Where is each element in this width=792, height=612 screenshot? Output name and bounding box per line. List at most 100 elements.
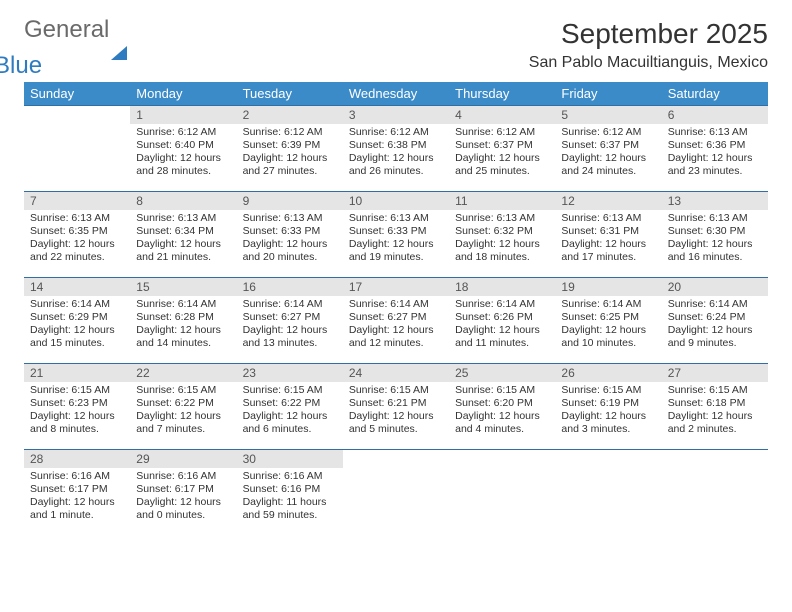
sunset-text: Sunset: 6:17 PM xyxy=(136,483,230,496)
calendar-cell xyxy=(449,450,555,536)
sunset-text: Sunset: 6:21 PM xyxy=(349,397,443,410)
sunset-text: Sunset: 6:31 PM xyxy=(561,225,655,238)
daylight-text: Daylight: 11 hours and 59 minutes. xyxy=(243,496,337,522)
calendar-cell: 1Sunrise: 6:12 AMSunset: 6:40 PMDaylight… xyxy=(130,106,236,192)
sunset-text: Sunset: 6:20 PM xyxy=(455,397,549,410)
daylight-text: Daylight: 12 hours and 1 minute. xyxy=(30,496,124,522)
day-details: Sunrise: 6:14 AMSunset: 6:26 PMDaylight:… xyxy=(449,296,555,355)
day-details: Sunrise: 6:13 AMSunset: 6:30 PMDaylight:… xyxy=(662,210,768,269)
calendar-cell: 15Sunrise: 6:14 AMSunset: 6:28 PMDayligh… xyxy=(130,278,236,364)
calendar-cell xyxy=(343,450,449,536)
calendar-cell: 30Sunrise: 6:16 AMSunset: 6:16 PMDayligh… xyxy=(237,450,343,536)
sunrise-text: Sunrise: 6:13 AM xyxy=(349,212,443,225)
sunrise-text: Sunrise: 6:14 AM xyxy=(455,298,549,311)
calendar-cell: 6Sunrise: 6:13 AMSunset: 6:36 PMDaylight… xyxy=(662,106,768,192)
sunset-text: Sunset: 6:25 PM xyxy=(561,311,655,324)
calendar-cell xyxy=(24,106,130,192)
calendar-cell: 27Sunrise: 6:15 AMSunset: 6:18 PMDayligh… xyxy=(662,364,768,450)
day-details: Sunrise: 6:14 AMSunset: 6:28 PMDaylight:… xyxy=(130,296,236,355)
day-details: Sunrise: 6:14 AMSunset: 6:24 PMDaylight:… xyxy=(662,296,768,355)
day-number: 8 xyxy=(130,192,236,210)
weekday-header: Saturday xyxy=(662,82,768,106)
day-number: 7 xyxy=(24,192,130,210)
day-number: 15 xyxy=(130,278,236,296)
day-details: Sunrise: 6:16 AMSunset: 6:17 PMDaylight:… xyxy=(24,468,130,527)
daylight-text: Daylight: 12 hours and 15 minutes. xyxy=(30,324,124,350)
calendar-cell: 18Sunrise: 6:14 AMSunset: 6:26 PMDayligh… xyxy=(449,278,555,364)
calendar-cell: 10Sunrise: 6:13 AMSunset: 6:33 PMDayligh… xyxy=(343,192,449,278)
calendar-cell: 2Sunrise: 6:12 AMSunset: 6:39 PMDaylight… xyxy=(237,106,343,192)
daylight-text: Daylight: 12 hours and 21 minutes. xyxy=(136,238,230,264)
day-details: Sunrise: 6:12 AMSunset: 6:39 PMDaylight:… xyxy=(237,124,343,183)
sunset-text: Sunset: 6:28 PM xyxy=(136,311,230,324)
daylight-text: Daylight: 12 hours and 12 minutes. xyxy=(349,324,443,350)
calendar-cell: 3Sunrise: 6:12 AMSunset: 6:38 PMDaylight… xyxy=(343,106,449,192)
day-number: 9 xyxy=(237,192,343,210)
day-number: 17 xyxy=(343,278,449,296)
sunset-text: Sunset: 6:39 PM xyxy=(243,139,337,152)
sunset-text: Sunset: 6:37 PM xyxy=(455,139,549,152)
daylight-text: Daylight: 12 hours and 16 minutes. xyxy=(668,238,762,264)
sunset-text: Sunset: 6:22 PM xyxy=(136,397,230,410)
sunset-text: Sunset: 6:33 PM xyxy=(243,225,337,238)
sunrise-text: Sunrise: 6:14 AM xyxy=(668,298,762,311)
day-details: Sunrise: 6:14 AMSunset: 6:25 PMDaylight:… xyxy=(555,296,661,355)
sunrise-text: Sunrise: 6:14 AM xyxy=(561,298,655,311)
calendar-cell: 22Sunrise: 6:15 AMSunset: 6:22 PMDayligh… xyxy=(130,364,236,450)
daylight-text: Daylight: 12 hours and 6 minutes. xyxy=(243,410,337,436)
day-details: Sunrise: 6:12 AMSunset: 6:38 PMDaylight:… xyxy=(343,124,449,183)
sunrise-text: Sunrise: 6:15 AM xyxy=(243,384,337,397)
daylight-text: Daylight: 12 hours and 24 minutes. xyxy=(561,152,655,178)
sunset-text: Sunset: 6:32 PM xyxy=(455,225,549,238)
sunrise-text: Sunrise: 6:15 AM xyxy=(668,384,762,397)
sunset-text: Sunset: 6:38 PM xyxy=(349,139,443,152)
daylight-text: Daylight: 12 hours and 2 minutes. xyxy=(668,410,762,436)
day-details: Sunrise: 6:13 AMSunset: 6:33 PMDaylight:… xyxy=(237,210,343,269)
calendar-cell: 5Sunrise: 6:12 AMSunset: 6:37 PMDaylight… xyxy=(555,106,661,192)
day-number: 20 xyxy=(662,278,768,296)
day-number: 4 xyxy=(449,106,555,124)
day-number: 19 xyxy=(555,278,661,296)
daylight-text: Daylight: 12 hours and 8 minutes. xyxy=(30,410,124,436)
calendar-cell: 4Sunrise: 6:12 AMSunset: 6:37 PMDaylight… xyxy=(449,106,555,192)
day-number: 3 xyxy=(343,106,449,124)
sunset-text: Sunset: 6:40 PM xyxy=(136,139,230,152)
calendar-cell: 17Sunrise: 6:14 AMSunset: 6:27 PMDayligh… xyxy=(343,278,449,364)
day-details: Sunrise: 6:13 AMSunset: 6:31 PMDaylight:… xyxy=(555,210,661,269)
sunrise-text: Sunrise: 6:15 AM xyxy=(349,384,443,397)
day-number: 6 xyxy=(662,106,768,124)
calendar-cell: 7Sunrise: 6:13 AMSunset: 6:35 PMDaylight… xyxy=(24,192,130,278)
day-number: 28 xyxy=(24,450,130,468)
calendar-cell: 24Sunrise: 6:15 AMSunset: 6:21 PMDayligh… xyxy=(343,364,449,450)
calendar-cell: 28Sunrise: 6:16 AMSunset: 6:17 PMDayligh… xyxy=(24,450,130,536)
day-number: 23 xyxy=(237,364,343,382)
sunrise-text: Sunrise: 6:15 AM xyxy=(561,384,655,397)
day-details: Sunrise: 6:13 AMSunset: 6:35 PMDaylight:… xyxy=(24,210,130,269)
daylight-text: Daylight: 12 hours and 7 minutes. xyxy=(136,410,230,436)
sunrise-text: Sunrise: 6:13 AM xyxy=(30,212,124,225)
day-number: 10 xyxy=(343,192,449,210)
calendar-cell xyxy=(662,450,768,536)
daylight-text: Daylight: 12 hours and 19 minutes. xyxy=(349,238,443,264)
daylight-text: Daylight: 12 hours and 23 minutes. xyxy=(668,152,762,178)
weekday-header: Sunday xyxy=(24,82,130,106)
calendar-cell: 13Sunrise: 6:13 AMSunset: 6:30 PMDayligh… xyxy=(662,192,768,278)
day-details: Sunrise: 6:15 AMSunset: 6:23 PMDaylight:… xyxy=(24,382,130,441)
sunset-text: Sunset: 6:27 PM xyxy=(243,311,337,324)
daylight-text: Daylight: 12 hours and 3 minutes. xyxy=(561,410,655,436)
daylight-text: Daylight: 12 hours and 10 minutes. xyxy=(561,324,655,350)
sunrise-text: Sunrise: 6:14 AM xyxy=(30,298,124,311)
daylight-text: Daylight: 12 hours and 4 minutes. xyxy=(455,410,549,436)
weekday-header: Tuesday xyxy=(237,82,343,106)
daylight-text: Daylight: 12 hours and 11 minutes. xyxy=(455,324,549,350)
calendar-cell: 29Sunrise: 6:16 AMSunset: 6:17 PMDayligh… xyxy=(130,450,236,536)
day-details: Sunrise: 6:14 AMSunset: 6:27 PMDaylight:… xyxy=(237,296,343,355)
calendar-cell: 21Sunrise: 6:15 AMSunset: 6:23 PMDayligh… xyxy=(24,364,130,450)
daylight-text: Daylight: 12 hours and 17 minutes. xyxy=(561,238,655,264)
day-number: 12 xyxy=(555,192,661,210)
weekday-header: Wednesday xyxy=(343,82,449,106)
calendar-cell: 14Sunrise: 6:14 AMSunset: 6:29 PMDayligh… xyxy=(24,278,130,364)
day-number: 18 xyxy=(449,278,555,296)
sunrise-text: Sunrise: 6:13 AM xyxy=(668,126,762,139)
day-details: Sunrise: 6:15 AMSunset: 6:18 PMDaylight:… xyxy=(662,382,768,441)
